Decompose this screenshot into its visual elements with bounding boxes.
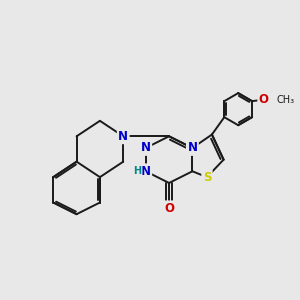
Text: O: O	[259, 93, 269, 106]
Text: N: N	[141, 142, 151, 154]
Text: H: H	[134, 166, 142, 176]
Text: O: O	[164, 202, 174, 215]
Text: CH₃: CH₃	[276, 95, 294, 105]
Text: S: S	[203, 171, 211, 184]
Text: N: N	[141, 165, 151, 178]
Text: N: N	[118, 130, 128, 143]
Text: N: N	[188, 142, 197, 154]
